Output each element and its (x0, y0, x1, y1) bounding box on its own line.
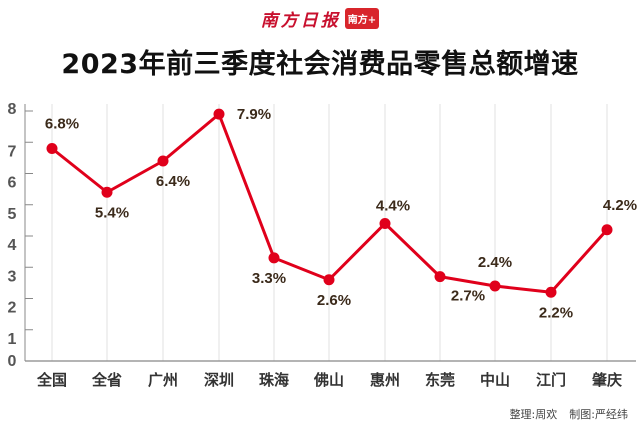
data-point (434, 271, 446, 283)
y-tick-label: 3 (8, 268, 17, 285)
chart-title: 2023年前三季度社会消费品零售总额增速 (61, 49, 579, 80)
data-point (268, 252, 280, 264)
x-tick-label: 江门 (536, 371, 566, 389)
data-label: 4.4% (376, 198, 410, 215)
x-tick-label: 珠海 (259, 371, 289, 389)
data-point (46, 143, 58, 154)
x-tick-label: 东莞 (425, 371, 455, 389)
x-tick-label: 全国 (36, 371, 67, 389)
x-tick-label: 中山 (480, 371, 510, 389)
data-label: 2.4% (478, 254, 512, 271)
x-tick-label: 广州 (148, 371, 178, 389)
data-label: 4.2% (603, 197, 637, 214)
y-tick-label: 8 (8, 101, 17, 118)
data-label: 6.8% (45, 116, 79, 133)
data-point (101, 186, 113, 198)
y-tick-label: 6 (8, 175, 17, 192)
logo-text: 南方日报 (260, 11, 341, 31)
newspaper-logo: 南方日报 南方+ (0, 6, 640, 31)
data-label: 2.6% (317, 292, 351, 309)
data-point (379, 218, 391, 229)
x-tick-label: 惠州 (370, 371, 400, 389)
data-point (323, 274, 335, 286)
credits: 整理:周欢 制图:严经纬 (498, 406, 628, 422)
x-tick-label: 深圳 (204, 371, 234, 389)
data-point (489, 280, 501, 292)
y-tick-label: 2 (8, 300, 17, 317)
x-tick-label: 全省 (91, 371, 122, 389)
data-point (157, 155, 169, 167)
data-label: 6.4% (156, 173, 190, 190)
data-label: 2.7% (451, 288, 485, 305)
data-label: 2.2% (539, 304, 573, 321)
y-tick-label: 7 (8, 143, 17, 160)
data-label: 3.3% (252, 270, 286, 287)
y-tick-label: 5 (8, 206, 17, 223)
y-tick-label: 0 (8, 353, 17, 370)
x-tick-label: 肇庆 (591, 371, 622, 389)
credit-editor: 整理:周欢 (509, 408, 558, 421)
data-point (213, 108, 225, 120)
credit-designer: 制图:严经纬 (569, 408, 628, 421)
y-tick-label: 1 (8, 331, 17, 348)
x-tick-label: 佛山 (313, 371, 344, 389)
logo-badge: 南方+ (344, 8, 380, 29)
data-point (545, 286, 557, 298)
data-point (601, 224, 613, 236)
data-label: 5.4% (95, 204, 129, 221)
data-label: 7.9% (237, 106, 271, 123)
y-tick-label: 4 (8, 237, 17, 254)
